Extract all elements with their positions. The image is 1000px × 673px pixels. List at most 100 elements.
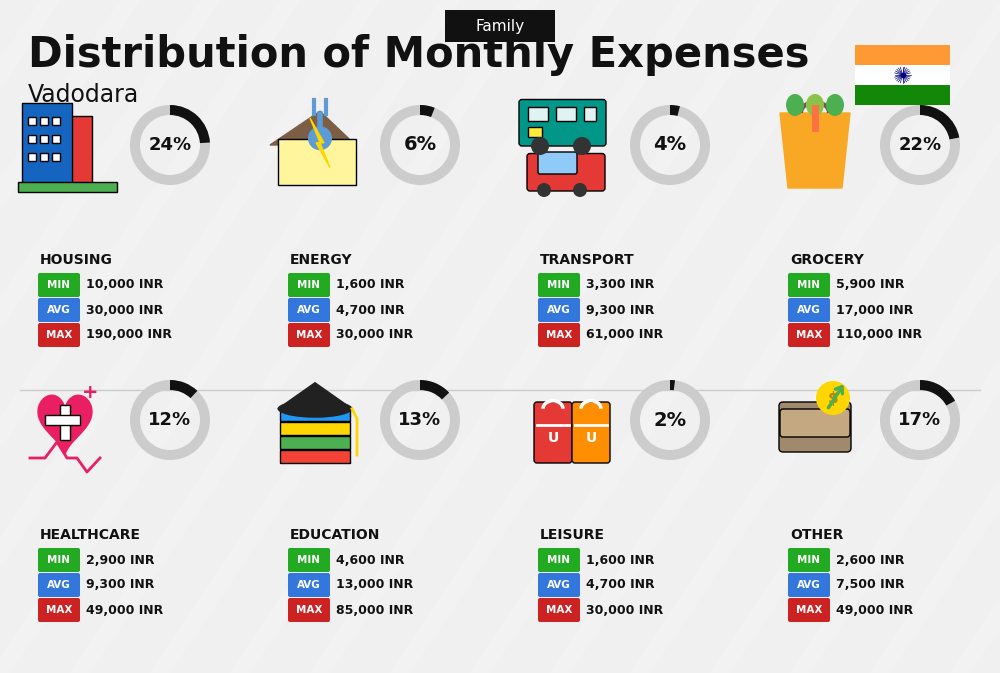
Text: 17,000 INR: 17,000 INR (836, 304, 913, 316)
Text: 30,000 INR: 30,000 INR (336, 328, 413, 341)
Text: 9,300 INR: 9,300 INR (86, 579, 154, 592)
Text: HOUSING: HOUSING (40, 253, 113, 267)
Text: MAX: MAX (296, 605, 322, 615)
Circle shape (531, 137, 549, 155)
FancyBboxPatch shape (788, 548, 830, 572)
Polygon shape (278, 383, 352, 409)
Text: MIN: MIN (48, 555, 70, 565)
Text: Vadodara: Vadodara (28, 83, 139, 107)
FancyBboxPatch shape (288, 323, 330, 347)
Wedge shape (630, 105, 710, 185)
Text: 3,300 INR: 3,300 INR (586, 279, 654, 291)
Text: MAX: MAX (796, 330, 822, 340)
Text: 49,000 INR: 49,000 INR (86, 604, 163, 616)
FancyBboxPatch shape (788, 273, 830, 297)
FancyBboxPatch shape (38, 573, 80, 597)
Text: AVG: AVG (47, 580, 71, 590)
FancyBboxPatch shape (40, 135, 48, 143)
Text: MIN: MIN (548, 555, 570, 565)
Text: EDUCATION: EDUCATION (290, 528, 380, 542)
Text: 13,000 INR: 13,000 INR (336, 579, 413, 592)
Text: AVG: AVG (47, 305, 71, 315)
Text: 17%: 17% (898, 411, 942, 429)
FancyBboxPatch shape (445, 10, 555, 42)
Text: 6%: 6% (403, 135, 437, 155)
FancyBboxPatch shape (22, 102, 72, 188)
Ellipse shape (826, 94, 844, 116)
Wedge shape (420, 105, 435, 117)
FancyBboxPatch shape (280, 436, 350, 449)
Text: AVG: AVG (547, 305, 571, 315)
FancyBboxPatch shape (52, 117, 60, 125)
Wedge shape (130, 105, 210, 185)
FancyBboxPatch shape (38, 598, 80, 622)
Text: U: U (547, 431, 559, 445)
Text: MAX: MAX (546, 330, 572, 340)
FancyBboxPatch shape (40, 153, 48, 162)
FancyBboxPatch shape (52, 116, 92, 188)
Text: +: + (82, 382, 98, 402)
Wedge shape (380, 380, 460, 460)
FancyBboxPatch shape (288, 273, 330, 297)
Text: U: U (585, 431, 597, 445)
Text: AVG: AVG (297, 580, 321, 590)
FancyBboxPatch shape (45, 415, 80, 425)
FancyBboxPatch shape (779, 402, 851, 452)
Text: 49,000 INR: 49,000 INR (836, 604, 913, 616)
FancyBboxPatch shape (38, 548, 80, 572)
FancyBboxPatch shape (527, 153, 605, 191)
FancyBboxPatch shape (38, 273, 80, 297)
FancyBboxPatch shape (538, 273, 580, 297)
Polygon shape (38, 395, 92, 455)
FancyBboxPatch shape (28, 135, 36, 143)
Text: Distribution of Monthly Expenses: Distribution of Monthly Expenses (28, 34, 810, 76)
Text: AVG: AVG (547, 580, 571, 590)
Text: 2,900 INR: 2,900 INR (86, 553, 154, 567)
Ellipse shape (786, 94, 804, 116)
FancyBboxPatch shape (538, 323, 580, 347)
Text: 190,000 INR: 190,000 INR (86, 328, 172, 341)
FancyBboxPatch shape (288, 298, 330, 322)
Circle shape (573, 137, 591, 155)
Ellipse shape (278, 400, 352, 418)
Text: 4,700 INR: 4,700 INR (586, 579, 655, 592)
FancyBboxPatch shape (60, 405, 70, 440)
Circle shape (816, 381, 850, 415)
Text: MAX: MAX (546, 605, 572, 615)
FancyBboxPatch shape (788, 573, 830, 597)
Text: $: $ (828, 390, 838, 406)
FancyBboxPatch shape (288, 598, 330, 622)
Text: 1,600 INR: 1,600 INR (336, 279, 404, 291)
FancyBboxPatch shape (278, 139, 356, 185)
Text: OTHER: OTHER (790, 528, 843, 542)
Text: 4,700 INR: 4,700 INR (336, 304, 405, 316)
Wedge shape (880, 105, 960, 185)
Wedge shape (670, 105, 680, 116)
FancyBboxPatch shape (528, 107, 548, 121)
FancyBboxPatch shape (38, 323, 80, 347)
FancyBboxPatch shape (788, 323, 830, 347)
Wedge shape (920, 105, 959, 139)
Text: 5,900 INR: 5,900 INR (836, 279, 904, 291)
Text: 13%: 13% (398, 411, 442, 429)
Text: 61,000 INR: 61,000 INR (586, 328, 663, 341)
FancyBboxPatch shape (538, 598, 580, 622)
Text: MIN: MIN (548, 280, 570, 290)
FancyBboxPatch shape (52, 153, 60, 162)
FancyBboxPatch shape (280, 450, 350, 463)
Text: LEISURE: LEISURE (540, 528, 605, 542)
FancyBboxPatch shape (38, 298, 80, 322)
FancyBboxPatch shape (538, 152, 577, 174)
Circle shape (537, 183, 551, 197)
FancyBboxPatch shape (28, 153, 36, 162)
Text: 4,600 INR: 4,600 INR (336, 553, 404, 567)
FancyBboxPatch shape (28, 117, 36, 125)
FancyBboxPatch shape (572, 402, 610, 463)
Text: AVG: AVG (297, 305, 321, 315)
FancyBboxPatch shape (534, 402, 572, 463)
Text: 12%: 12% (148, 411, 192, 429)
Text: 110,000 INR: 110,000 INR (836, 328, 922, 341)
Wedge shape (130, 380, 210, 460)
FancyBboxPatch shape (788, 598, 830, 622)
Wedge shape (170, 380, 197, 398)
